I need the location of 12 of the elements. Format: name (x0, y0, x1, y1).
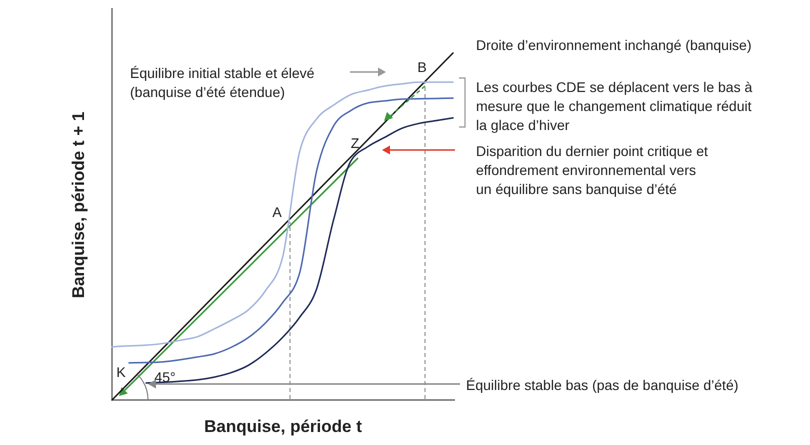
text: Les courbes CDE se déplacent vers le bas à mesure que le changement climatique réduit la glace d’hiver (476, 79, 752, 133)
annotation: Équilibre initial stable et élevé (banquise d’été étendue) (130, 65, 315, 100)
text: Équilibre stable bas (pas de banquise d’été) (466, 377, 738, 393)
annotation: Z (350, 135, 360, 151)
annotation: B (417, 59, 427, 75)
text: Droite d’environnement inchangé (banquise) (476, 37, 752, 53)
annotation: K (116, 364, 126, 380)
y-axis-title: Banquise, période t + 1 (69, 112, 88, 298)
annotation: 45° (154, 369, 176, 385)
text: Disparition du dernier point critique et effondrement environnemental vers un équilibre sans banquise d’été (476, 143, 708, 197)
annotation: A (272, 204, 282, 220)
x-axis-title: Banquise, période t (204, 417, 362, 436)
